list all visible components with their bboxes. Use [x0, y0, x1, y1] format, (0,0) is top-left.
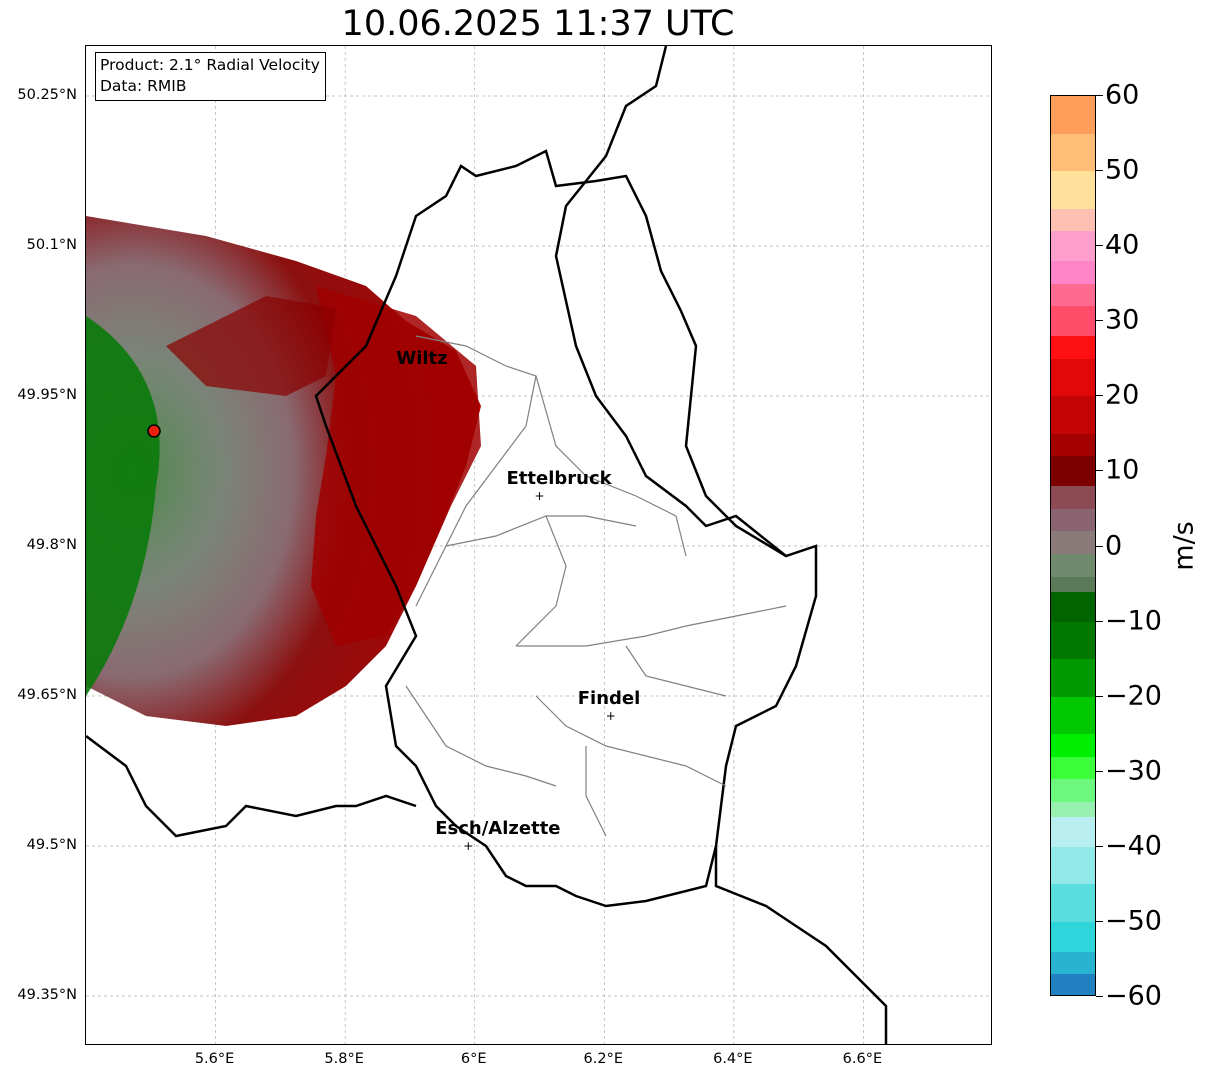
colorbar-segment	[1051, 779, 1095, 803]
colorbar-tick-label: −50	[1105, 905, 1162, 937]
colorbar-tick-mark	[1096, 770, 1103, 772]
colorbar-segment	[1051, 171, 1095, 210]
country-border-east	[554, 46, 787, 557]
colorbar-tick-mark	[1096, 996, 1103, 997]
colorbar-segment	[1051, 133, 1095, 172]
lon-label: 5.8°E	[324, 1051, 364, 1067]
colorbar-tick-label: 10	[1105, 454, 1140, 486]
lat-label: 49.8°N	[26, 537, 77, 553]
outbound-velocity-core	[311, 286, 481, 646]
outbound-velocity-north	[166, 296, 336, 396]
colorbar-segment	[1051, 801, 1095, 818]
colorbar-segment	[1051, 554, 1095, 578]
lat-label: 49.65°N	[17, 687, 77, 703]
city-label: Esch/Alzette	[435, 818, 561, 839]
colorbar-tick-mark	[1096, 920, 1103, 922]
colorbar-tick-mark	[1096, 470, 1103, 472]
colorbar-segment	[1051, 358, 1095, 397]
colorbar-segment	[1051, 96, 1095, 135]
colorbar-tick-label: 50	[1105, 154, 1140, 186]
city-marker-1: +	[534, 489, 544, 503]
lon-label: 6.2°E	[583, 1051, 624, 1067]
lat-label: 49.35°N	[17, 987, 77, 1003]
colorbar-tick-mark	[1096, 245, 1103, 247]
colorbar-tick-label: −20	[1105, 680, 1162, 712]
colorbar-segment	[1051, 396, 1095, 435]
colorbar-segment	[1051, 283, 1095, 307]
colorbar-tick-mark	[1096, 845, 1103, 847]
colorbar-unit-label: m/s	[1168, 521, 1200, 571]
colorbar-segment	[1051, 734, 1095, 758]
colorbar-tick-mark	[1096, 620, 1103, 622]
colorbar-tick-label: −30	[1105, 755, 1162, 787]
colorbar-segment	[1051, 231, 1095, 262]
product-info-box: Product: 2.1° Radial Velocity Data: RMIB	[95, 52, 326, 101]
colorbar-segment	[1051, 884, 1095, 923]
radar-map: + + +	[86, 46, 991, 1044]
colorbar-segment	[1051, 659, 1095, 698]
colorbar-tick-mark	[1096, 545, 1103, 547]
map-title: 10.06.2025 11:37 UTC	[341, 4, 735, 44]
city-marker-2: +	[606, 709, 616, 723]
canton-boundaries	[405, 335, 787, 837]
country-border-southeast	[714, 846, 888, 1044]
radar-site-marker	[147, 424, 161, 438]
colorbar-tick-label: 40	[1105, 229, 1140, 261]
colorbar-tick-label: 20	[1105, 379, 1140, 411]
colorbar-segment	[1051, 261, 1095, 285]
colorbar-tick-label: 0	[1105, 530, 1123, 561]
colorbar-tick-label: −40	[1105, 830, 1162, 862]
lon-label: 6.4°E	[713, 1051, 753, 1067]
country-border-west	[86, 735, 417, 838]
colorbar-tick-label: −10	[1105, 605, 1162, 637]
colorbar-segment	[1051, 208, 1095, 232]
lat-label: 49.95°N	[17, 387, 77, 403]
colorbar-segment	[1051, 306, 1095, 337]
colorbar-segment	[1051, 576, 1095, 593]
colorbar-tick-mark	[1096, 695, 1103, 697]
inbound-velocity-region	[86, 316, 160, 696]
city-marker-3: +	[463, 839, 473, 853]
map-panel[interactable]: + + +	[85, 45, 992, 1045]
border-layer	[86, 46, 888, 1044]
velocity-colorbar	[1050, 95, 1096, 996]
colorbar-tick-mark	[1096, 170, 1103, 172]
colorbar-tick-mark	[1096, 95, 1103, 96]
colorbar-tick-mark	[1096, 320, 1103, 322]
colorbar-segment	[1051, 921, 1095, 953]
colorbar-tick-mark	[1096, 395, 1103, 397]
colorbar-tick-label: 60	[1105, 79, 1140, 111]
colorbar-segment	[1051, 621, 1095, 660]
city-label: Findel	[577, 688, 641, 709]
lat-label: 49.5°N	[26, 837, 77, 853]
product-label: Product: 2.1° Radial Velocity	[100, 56, 320, 74]
lat-label: 50.1°N	[26, 237, 77, 253]
colorbar-segment	[1051, 816, 1095, 848]
city-markers: + + +	[463, 489, 616, 853]
colorbar-segment	[1051, 433, 1095, 457]
lon-label: 5.6°E	[194, 1051, 235, 1067]
colorbar-segment	[1051, 696, 1095, 735]
colorbar-segment	[1051, 951, 1095, 975]
colorbar-tick-label: 30	[1105, 304, 1140, 336]
colorbar-segment	[1051, 486, 1095, 510]
colorbar-segment	[1051, 531, 1095, 555]
colorbar-segment	[1051, 756, 1095, 780]
colorbar-segment	[1051, 846, 1095, 885]
lat-label: 50.25°N	[17, 87, 77, 103]
radar-echo-layer	[86, 216, 481, 726]
lon-label: 6°E	[460, 1051, 487, 1067]
data-source-label: Data: RMIB	[100, 77, 187, 95]
colorbar-segment	[1051, 336, 1095, 360]
colorbar-tick-label: −60	[1105, 980, 1162, 1012]
colorbar-segment	[1051, 508, 1095, 532]
country-border-luxembourg	[314, 149, 818, 908]
colorbar-segment	[1051, 591, 1095, 623]
lon-label: 6.6°E	[842, 1051, 883, 1067]
city-label: Ettelbruck	[506, 468, 612, 489]
colorbar-segment	[1051, 974, 1095, 995]
city-label: Wiltz	[396, 348, 448, 369]
colorbar-segment	[1051, 456, 1095, 487]
